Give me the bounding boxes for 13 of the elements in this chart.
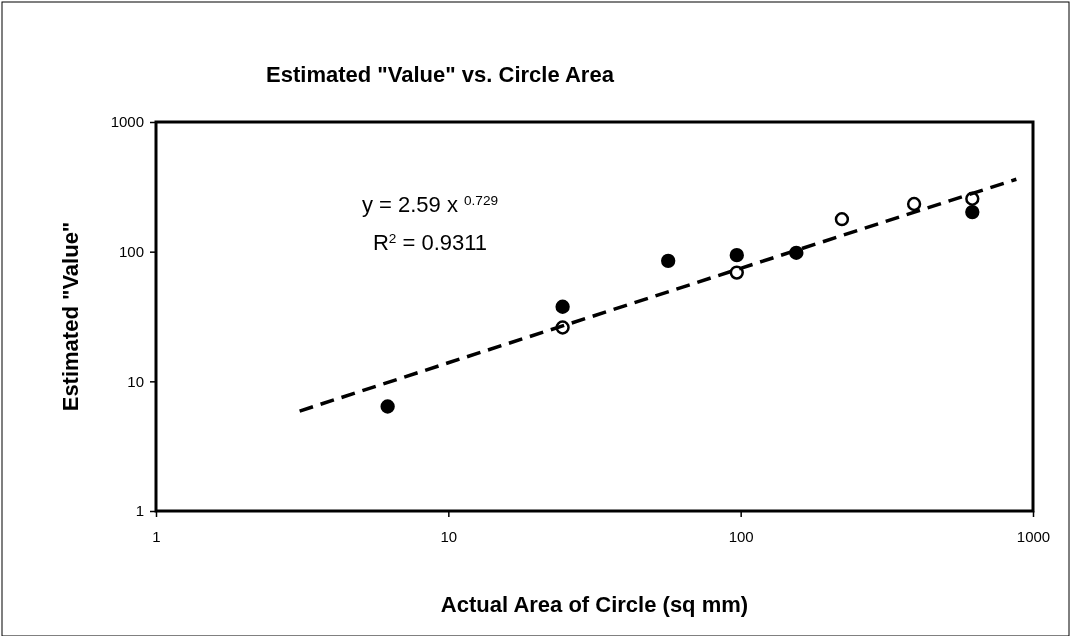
- y-tick-label: 100: [118, 242, 144, 260]
- y-axis-title: Estimated "Value": [58, 221, 83, 412]
- x-tick-label: 1: [152, 527, 161, 545]
- y-tick-label: 1: [135, 502, 144, 520]
- y-tick-label: 10: [127, 372, 144, 390]
- chart-title: Estimated "Value" vs. Circle Area: [266, 62, 615, 87]
- y-tick-label: 1000: [110, 113, 144, 131]
- x-tick-label: 100: [728, 527, 754, 545]
- annotation: R$^{2}$ = 0.9311: [372, 230, 488, 255]
- annotation: y = 2.59 x $^{0.729}$: [361, 192, 499, 217]
- x-tick-label: 1000: [1016, 527, 1051, 545]
- x-axis-title: Actual Area of Circle (sq mm): [440, 592, 749, 617]
- x-tick-label: 10: [440, 527, 458, 545]
